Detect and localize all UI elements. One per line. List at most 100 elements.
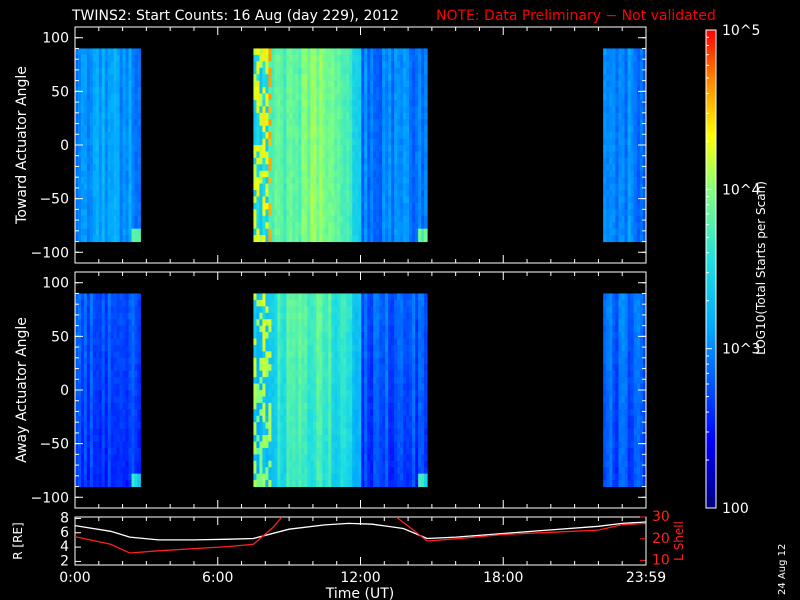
heatmap-cell: [95, 209, 100, 217]
heatmap-cell: [349, 183, 353, 191]
heatmap-cell: [274, 106, 278, 114]
heatmap-cell: [319, 93, 323, 101]
heatmap-cell: [373, 99, 377, 107]
heatmap-cell: [280, 164, 284, 172]
heatmap-cell: [98, 132, 103, 140]
heatmap-cell: [86, 157, 91, 165]
heatmap-cell: [101, 480, 106, 488]
heatmap-cell: [630, 170, 635, 178]
heatmap-cell: [319, 357, 323, 365]
heatmap-cell: [337, 312, 341, 320]
heatmap-cell: [301, 177, 305, 185]
y-tick-label: −50: [39, 192, 69, 208]
heatmap-cell: [265, 87, 269, 95]
heatmap-cell: [331, 202, 335, 210]
heatmap-cell: [286, 157, 290, 165]
heatmap-cell: [268, 312, 272, 320]
heatmap-cell: [98, 125, 103, 133]
heatmap-cell: [376, 112, 380, 120]
heatmap-cell: [367, 93, 371, 101]
heatmap-cell: [322, 202, 326, 210]
heatmap-cell: [80, 87, 85, 95]
heatmap-cell: [424, 190, 428, 197]
heatmap-cell: [334, 480, 338, 488]
heatmap-cell: [349, 299, 353, 307]
heatmap-cell: [280, 202, 284, 210]
heatmap-cell: [101, 447, 106, 455]
heatmap-cell: [283, 319, 287, 327]
heatmap-cell: [328, 409, 332, 417]
heatmap-cell: [92, 54, 97, 62]
heatmap-cell: [137, 99, 141, 107]
heatmap-cell: [367, 351, 371, 359]
heatmap-cell: [630, 54, 635, 62]
heatmap-cell: [89, 357, 94, 365]
heatmap-cell: [412, 209, 416, 217]
heatmap-cell: [107, 447, 112, 455]
heatmap-cell: [77, 357, 82, 365]
heatmap-cell: [131, 402, 135, 410]
heatmap-cell: [280, 383, 284, 391]
heatmap-cell: [373, 80, 377, 88]
heatmap-cell: [343, 364, 347, 372]
heatmap-cell: [367, 112, 371, 120]
heatmap-cell: [316, 396, 320, 404]
heatmap-cell: [98, 402, 103, 410]
heatmap-cell: [361, 441, 365, 449]
heatmap-cell: [271, 383, 275, 391]
heatmap-cell: [373, 74, 377, 82]
heatmap-cell: [92, 447, 97, 455]
heatmap-cell: [609, 125, 613, 133]
heatmap-cell: [379, 454, 383, 462]
heatmap-cell: [618, 157, 623, 165]
heatmap-cell: [77, 222, 82, 230]
heatmap-cell: [630, 67, 635, 75]
heatmap-cell: [274, 364, 278, 372]
heatmap-cell: [77, 106, 82, 114]
heatmap-cell: [262, 48, 266, 56]
heatmap-cell: [337, 215, 341, 223]
heatmap-cell: [367, 80, 371, 88]
heatmap-cell: [319, 196, 323, 204]
heatmap-cell: [304, 415, 308, 423]
heatmap-cell: [409, 215, 413, 223]
heatmap-cell: [295, 74, 299, 82]
heatmap-cell: [116, 293, 121, 301]
heatmap-cell: [346, 402, 350, 410]
heatmap-cell: [107, 402, 112, 410]
heatmap-cell: [259, 299, 263, 307]
heatmap-cell: [343, 454, 347, 462]
heatmap-cell: [412, 222, 416, 230]
heatmap-cell: [391, 428, 395, 436]
heatmap-cell: [98, 435, 103, 442]
heatmap-cell: [385, 383, 389, 391]
heatmap-cell: [89, 299, 94, 307]
heatmap-cell: [89, 383, 94, 391]
heatmap-cell: [316, 145, 320, 152]
heatmap-cell: [92, 119, 97, 127]
heatmap-cell: [98, 80, 103, 88]
heatmap-cell: [107, 183, 112, 191]
heatmap-cell: [349, 344, 353, 352]
heatmap-cell: [316, 293, 320, 301]
heatmap-cell: [131, 164, 135, 172]
heatmap-cell: [110, 473, 115, 481]
heatmap-cell: [352, 351, 356, 359]
heatmap-cell: [83, 106, 88, 114]
heatmap-cell: [283, 80, 287, 88]
heatmap-cell: [110, 460, 115, 468]
heatmap-cell: [337, 370, 341, 378]
heatmap-cell: [128, 215, 132, 223]
heatmap-cell: [304, 332, 308, 340]
heatmap-cell: [83, 409, 88, 417]
heatmap-cell: [322, 293, 326, 301]
heatmap-cell: [122, 119, 127, 127]
heatmap-cell: [95, 93, 100, 101]
heatmap-cell: [421, 99, 425, 107]
heatmap-cell: [274, 370, 278, 378]
heatmap-cell: [352, 215, 356, 223]
heatmap-cell: [388, 415, 392, 423]
heatmap-cell: [355, 235, 359, 243]
heatmap-cell: [373, 351, 377, 359]
heatmap-cell: [295, 454, 299, 462]
